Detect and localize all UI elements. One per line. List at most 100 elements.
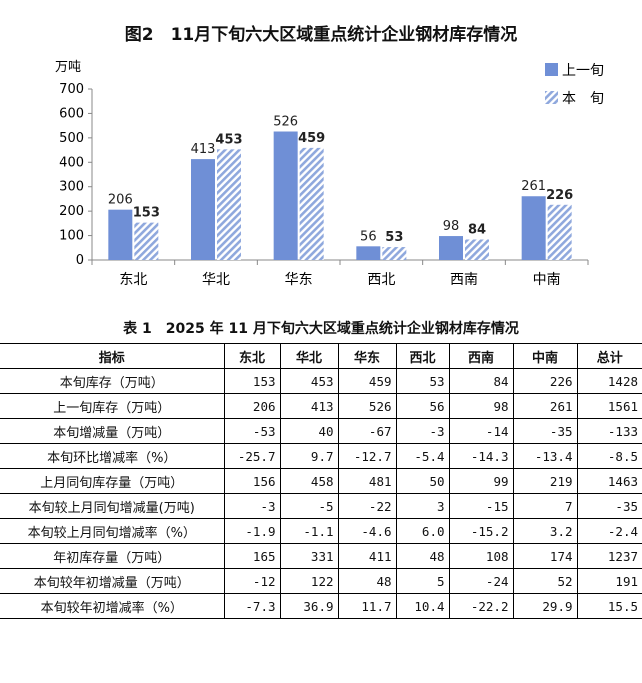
table-header-cell: 东北 <box>223 343 281 369</box>
table-cell: -22.2 <box>448 593 514 619</box>
y-tick-label: 600 <box>59 106 84 121</box>
axes: 0 100 200 300 400 500 600 700 东北 华北 华东 西北 西南 中南 <box>59 82 589 288</box>
table-cell: 122 <box>279 568 339 594</box>
data-label: 261 <box>521 179 546 194</box>
table-cell: 48 <box>395 543 450 569</box>
data-label: 226 <box>546 188 573 203</box>
bar-chart: 万吨 0 100 200 300 400 500 600 700 东北 华北 华东 西北 西南 中南 20… <box>55 60 604 288</box>
table-cell: -5.4 <box>395 443 450 469</box>
table-cell: -14.3 <box>448 443 514 469</box>
bar <box>299 147 324 260</box>
table-cell: 9.7 <box>279 443 339 469</box>
table-row: 本旬环比增减率（%） -25.7 9.7 -12.7 -5.4 -14.3 -13.4 -8.… <box>0 443 642 469</box>
table-cell: 53 <box>395 368 450 394</box>
y-tick-label: 700 <box>59 82 84 97</box>
table-header-cell: 总计 <box>576 343 642 369</box>
table-cell: 15.5 <box>576 593 642 619</box>
row-label-cell: 本旬环比增减率（%） <box>0 443 225 469</box>
bar <box>356 246 381 260</box>
data-label: 56 <box>360 229 377 244</box>
table-cell: 11.7 <box>337 593 397 619</box>
table-cell: 453 <box>279 368 339 394</box>
table-cell: 5 <box>395 568 450 594</box>
table-cell: 481 <box>337 468 397 494</box>
y-tick-label: 500 <box>59 131 84 146</box>
table-header-cell: 西南 <box>448 343 514 369</box>
bar <box>465 239 489 260</box>
table-cell: -15 <box>448 493 514 519</box>
table-cell: -1.1 <box>279 518 339 544</box>
y-axis-label: 万吨 <box>55 60 81 75</box>
data-label: 526 <box>273 115 298 130</box>
data-label: 413 <box>191 142 216 157</box>
data-label: 98 <box>443 219 460 234</box>
bar <box>382 247 407 260</box>
row-label-cell: 上一旬库存（万吨） <box>0 393 225 419</box>
bar <box>439 236 463 260</box>
table-cell: -22 <box>337 493 397 519</box>
y-tick-label: 400 <box>59 155 84 170</box>
table-cell: -12.7 <box>337 443 397 469</box>
table-cell: 1463 <box>576 468 642 494</box>
table-cell: -3 <box>223 493 281 519</box>
table-cell: 3.2 <box>512 518 578 544</box>
table-cell: -35 <box>512 418 578 444</box>
inventory-table: 指标 东北 华北 华东 西北 西南 中南 总计 本旬库存（万吨） 153 453 459 53 84 22… <box>0 343 642 619</box>
table-cell: 413 <box>279 393 339 419</box>
table-cell: 261 <box>512 393 578 419</box>
table-header-cell: 指标 <box>0 343 225 369</box>
bar <box>273 131 298 260</box>
data-label: 206 <box>108 193 133 208</box>
y-tick-label: 200 <box>59 204 84 219</box>
table-cell: -15.2 <box>448 518 514 544</box>
bar <box>134 222 159 260</box>
row-label-cell: 年初库存量（万吨） <box>0 543 225 569</box>
table-cell: 50 <box>395 468 450 494</box>
table-cell: 411 <box>337 543 397 569</box>
table-cell: 56 <box>395 393 450 419</box>
table-title: 表 1 2025 年 11 月下旬六大区域重点统计企业钢材库存情况 <box>123 321 519 337</box>
bar <box>108 209 133 260</box>
legend-swatch <box>545 91 558 104</box>
table-cell: 165 <box>223 543 281 569</box>
x-tick-label: 西北 <box>367 272 395 288</box>
table-row: 本旬库存（万吨） 153 453 459 53 84 226 1428 <box>0 368 642 394</box>
table-cell: 459 <box>337 368 397 394</box>
table-cell: 1561 <box>576 393 642 419</box>
table-cell: 156 <box>223 468 281 494</box>
table-cell: -13.4 <box>512 443 578 469</box>
figure-title: 图2 11月下旬六大区域重点统计企业钢材库存情况 <box>124 25 518 45</box>
table-row: 本旬较上月同旬增减率（%） -1.9 -1.1 -4.6 6.0 -15.2 3.2 -2.4 <box>0 518 642 544</box>
table-cell: -25.7 <box>223 443 281 469</box>
table-cell: 219 <box>512 468 578 494</box>
table-cell: -24 <box>448 568 514 594</box>
table-row: 年初库存量（万吨） 165 331 411 48 108 174 1237 <box>0 543 642 569</box>
table-header-cell: 华北 <box>279 343 339 369</box>
table-cell: 226 <box>512 368 578 394</box>
bar <box>521 196 546 260</box>
x-tick-label: 西南 <box>450 272 478 288</box>
legend-label: 上一旬 <box>562 63 604 79</box>
row-label-cell: 本旬库存（万吨） <box>0 368 225 394</box>
table-cell: -2.4 <box>576 518 642 544</box>
data-label: 84 <box>468 222 486 237</box>
table-cell: 98 <box>448 393 514 419</box>
x-tick-label: 东北 <box>119 272 147 288</box>
table-cell: 206 <box>223 393 281 419</box>
table-cell: 84 <box>448 368 514 394</box>
table-row: 本旬较年初增减量（万吨） -12 122 48 5 -24 52 191 <box>0 568 642 594</box>
bars: 206 413 526 56 98 261 153 453 459 53 84 226 <box>108 115 573 260</box>
row-label-cell: 本旬较上月同旬增减率（%） <box>0 518 225 544</box>
table-cell: 153 <box>223 368 281 394</box>
table-row: 上月同旬库存量（万吨） 156 458 481 50 99 219 1463 <box>0 468 642 494</box>
table-header-cell: 中南 <box>512 343 578 369</box>
table-cell: 29.9 <box>512 593 578 619</box>
y-tick-label: 100 <box>59 229 84 244</box>
table-cell: 3 <box>395 493 450 519</box>
y-tick-label: 300 <box>59 180 84 195</box>
table-cell: -14 <box>448 418 514 444</box>
table-header-row: 指标 东北 华北 华东 西北 西南 中南 总计 <box>0 343 642 369</box>
row-label-cell: 本旬增减量（万吨） <box>0 418 225 444</box>
table-cell: -4.6 <box>337 518 397 544</box>
row-label-cell: 本旬较上月同旬增减量(万吨) <box>0 493 225 519</box>
